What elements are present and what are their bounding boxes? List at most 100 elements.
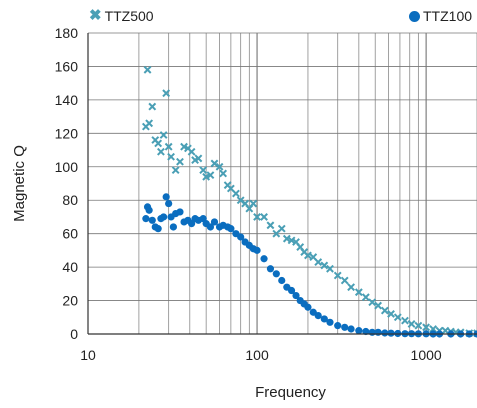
data-point-ttz500 (347, 283, 356, 292)
point-stroke (326, 264, 334, 273)
data-point-ttz100 (260, 255, 268, 263)
data-point-ttz100 (278, 276, 286, 285)
data-point-ttz100 (165, 199, 173, 208)
y-axis-title: Magnetic Q (11, 145, 28, 222)
point-stroke (414, 321, 423, 330)
legend-ttz100: TTZ100 (409, 7, 472, 25)
point-stroke (314, 258, 323, 267)
data-point-ttz100 (145, 206, 153, 214)
point-stroke (287, 236, 296, 245)
point-stroke (154, 139, 163, 148)
point-stroke (226, 184, 235, 193)
y-tick-label: 80 (62, 192, 78, 208)
data-point-ttz100 (355, 327, 363, 335)
point-stroke (194, 154, 203, 163)
x-axis-title: Frequency (255, 384, 326, 401)
data-point-ttz500 (210, 159, 219, 168)
point-stroke (260, 213, 268, 221)
point-stroke (176, 157, 184, 166)
data-point-ttz100 (326, 318, 334, 326)
point-stroke (253, 213, 261, 221)
x-marker-icon: ✖ (89, 7, 102, 24)
point-stroke (249, 199, 258, 208)
data-point-ttz100 (362, 327, 370, 336)
point-stroke (422, 323, 431, 332)
data-point-ttz100 (266, 265, 275, 273)
data-point-ttz100 (159, 213, 168, 221)
point-stroke (241, 199, 250, 208)
data-point-ttz100 (341, 323, 349, 331)
data-point-ttz500 (176, 157, 184, 166)
point-stroke (202, 172, 211, 181)
data-point-ttz500 (171, 166, 180, 175)
data-point-ttz100 (142, 215, 150, 223)
data-point-ttz500 (145, 119, 154, 128)
data-point-ttz500 (304, 251, 312, 260)
point-stroke (157, 147, 165, 156)
legend-label-ttz100: TTZ100 (423, 8, 473, 24)
data-point-ttz500 (253, 213, 261, 221)
data-point-ttz500 (340, 276, 349, 285)
point-stroke (232, 189, 240, 198)
data-point-ttz100 (347, 325, 355, 333)
point-stroke (171, 166, 180, 175)
point-stroke (304, 251, 312, 260)
point-stroke (340, 276, 349, 285)
data-point-ttz500 (368, 298, 377, 307)
point-stroke (167, 152, 175, 161)
series-layer (141, 65, 477, 338)
point-stroke (223, 181, 232, 190)
data-point-ttz100 (314, 312, 322, 320)
point-stroke (320, 261, 329, 270)
point-stroke (159, 131, 168, 139)
data-point-ttz500 (199, 166, 208, 175)
point-stroke (300, 248, 309, 256)
labels: 0 20 40 60 80 100 120 140 160 180 10 100 1000 Frequen… (11, 25, 442, 401)
point-stroke (199, 166, 208, 175)
grid (87, 32, 477, 335)
data-point-ttz500 (380, 306, 389, 315)
data-point-ttz500 (361, 293, 370, 302)
point-stroke (387, 310, 395, 318)
data-point-ttz100 (154, 225, 162, 233)
data-point-ttz500 (249, 199, 258, 208)
data-point-ttz500 (282, 234, 291, 243)
point-stroke (333, 271, 342, 280)
y-tick-label: 180 (55, 25, 79, 41)
data-point-ttz500 (414, 321, 423, 330)
data-point-ttz100 (304, 303, 312, 311)
data-point-ttz500 (148, 102, 157, 111)
data-point-ttz500 (374, 301, 383, 310)
point-stroke (266, 221, 275, 230)
x-tick-label: 10 (80, 347, 96, 363)
x-tick-label: 100 (245, 347, 269, 363)
data-point-ttz100 (187, 220, 196, 228)
data-point-ttz500 (266, 221, 275, 230)
data-point-ttz500 (162, 89, 171, 98)
point-stroke (277, 224, 286, 233)
data-point-ttz500 (354, 288, 363, 297)
y-tick-label: 60 (62, 226, 78, 242)
data-point-ttz500 (326, 264, 334, 273)
y-tick-label: 40 (62, 259, 78, 275)
data-point-ttz500 (393, 313, 402, 322)
point-stroke (206, 171, 215, 180)
data-point-ttz100 (320, 315, 328, 323)
data-point-ttz500 (320, 261, 329, 270)
point-stroke (393, 313, 402, 322)
data-point-ttz100 (237, 233, 245, 241)
point-stroke (374, 301, 383, 310)
data-point-ttz500 (215, 162, 224, 171)
point-stroke (380, 306, 389, 315)
point-stroke (184, 144, 192, 153)
data-point-ttz500 (287, 236, 296, 245)
data-point-ttz500 (401, 316, 409, 325)
data-point-ttz500 (314, 258, 323, 267)
point-stroke (219, 169, 228, 178)
point-stroke (347, 283, 356, 292)
point-stroke (368, 298, 377, 307)
data-point-ttz500 (154, 139, 163, 148)
data-point-ttz100 (334, 322, 342, 330)
data-point-ttz500 (187, 147, 196, 156)
